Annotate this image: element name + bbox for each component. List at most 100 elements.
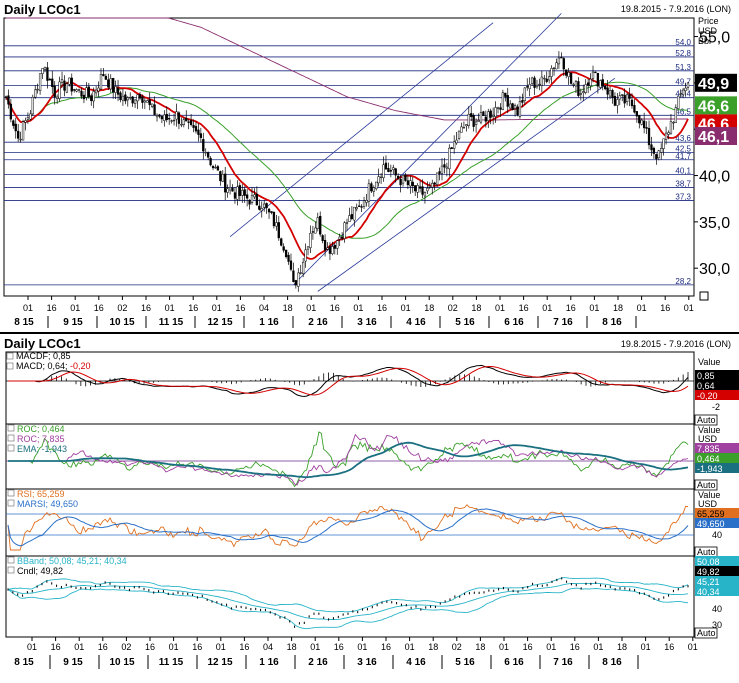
x-month-label: 4 16 (406, 657, 426, 668)
x-day-label: 01 (684, 303, 694, 313)
value-box (695, 518, 739, 528)
candle-body (584, 84, 587, 93)
candle-body (477, 120, 480, 122)
candle-body (323, 239, 327, 251)
candle-body (535, 84, 539, 88)
x-day-label: 16 (188, 303, 198, 313)
value-box-label: 49,82 (697, 567, 720, 577)
bband-panel (5, 555, 695, 638)
x-day-label: 18 (471, 303, 481, 313)
candle-body (491, 114, 495, 117)
x-month-label: 8 16 (602, 317, 622, 328)
candle-body (662, 138, 665, 149)
candle-body (516, 106, 519, 115)
auto-scale-label: Auto (697, 415, 716, 425)
candle-body (606, 87, 609, 95)
candle-body (482, 111, 485, 116)
x-day-label: 16 (192, 642, 202, 652)
candle-body (462, 127, 466, 129)
candle-body (299, 272, 302, 274)
x-day-label: 01 (310, 642, 320, 652)
candle-body (526, 86, 529, 88)
value-box-label: 65,259 (697, 509, 725, 519)
x-day-label: 01 (546, 642, 556, 652)
legend-label: MARSI; 49,650 (17, 499, 78, 509)
candle-body (316, 217, 319, 229)
candle-body (372, 187, 375, 192)
candle-body (146, 100, 149, 103)
candle-body (511, 103, 514, 111)
candle-body (543, 77, 546, 80)
candle-body (655, 154, 658, 160)
candle-body (647, 127, 651, 146)
candle-body (224, 173, 227, 193)
candle-body (428, 185, 431, 188)
candle-body (550, 68, 553, 77)
x-day-label: 01 (74, 642, 84, 652)
candle-body (484, 116, 487, 122)
legend-label: EMA; -1,943 (17, 444, 67, 454)
value-box (695, 390, 739, 400)
value-box-label: 0,464 (697, 454, 720, 464)
candle-body (248, 199, 251, 205)
candle-body (470, 113, 473, 117)
candle-body (214, 166, 217, 169)
level-label: 52,8 (675, 49, 691, 58)
candle-body (202, 139, 205, 152)
candle-body (68, 77, 71, 85)
candle-body (255, 193, 259, 206)
candle-body (21, 121, 25, 141)
ma-long-line (6, 17, 688, 121)
x-day-label: 01 (216, 642, 226, 652)
candle-body (63, 80, 66, 91)
candle-body (586, 82, 590, 86)
candle-body (207, 152, 210, 158)
candle-body (623, 94, 626, 104)
y-tick-label: 55,0 (699, 30, 730, 47)
candle-body (129, 97, 132, 99)
scale-toggle-icon (699, 291, 709, 301)
candle-body (338, 236, 341, 240)
x-day-label: 01 (169, 642, 179, 652)
level-label: 37,3 (675, 193, 691, 202)
candle-body (258, 205, 261, 210)
candle-body (548, 76, 551, 81)
candle-body (168, 118, 171, 120)
axis-unit-label: Bbl (698, 36, 711, 46)
candle-body (124, 94, 127, 102)
candle-body (102, 74, 105, 77)
bband-lower-line (7, 587, 689, 630)
candle-body (107, 79, 110, 88)
x-month-label: 5 16 (455, 317, 475, 328)
candle-body (90, 95, 93, 101)
level-label: 28,2 (675, 277, 691, 286)
candle-body (24, 120, 27, 123)
candle-body (479, 112, 483, 123)
candle-body (557, 57, 561, 65)
candle-body (506, 95, 509, 107)
candle-body (304, 249, 307, 262)
candle-body (245, 194, 249, 199)
y-tick-label: 30 (712, 620, 722, 630)
x-day-label: 01 (70, 303, 80, 313)
x-day-label: 01 (542, 303, 552, 313)
candle-body (114, 86, 117, 93)
legend-label: ROC; 7,835 (17, 434, 65, 444)
candle-body (467, 114, 470, 126)
x-day-label: 01 (357, 642, 367, 652)
candle-body (625, 94, 629, 102)
candle-body (185, 117, 188, 122)
candle-body (192, 125, 195, 128)
level-label: 49,7 (675, 78, 691, 87)
candle-body (611, 90, 614, 99)
x-month-label: 8 15 (14, 657, 34, 668)
candle-body (275, 222, 278, 227)
x-day-label: 01 (165, 303, 175, 313)
auto-scale-button (694, 479, 718, 491)
candle-body (360, 206, 363, 208)
candle-body (209, 157, 212, 166)
candle-body (328, 246, 332, 254)
candle-body (12, 120, 15, 126)
value-box-label: 0,85 (697, 371, 715, 381)
candle-body (263, 203, 266, 208)
